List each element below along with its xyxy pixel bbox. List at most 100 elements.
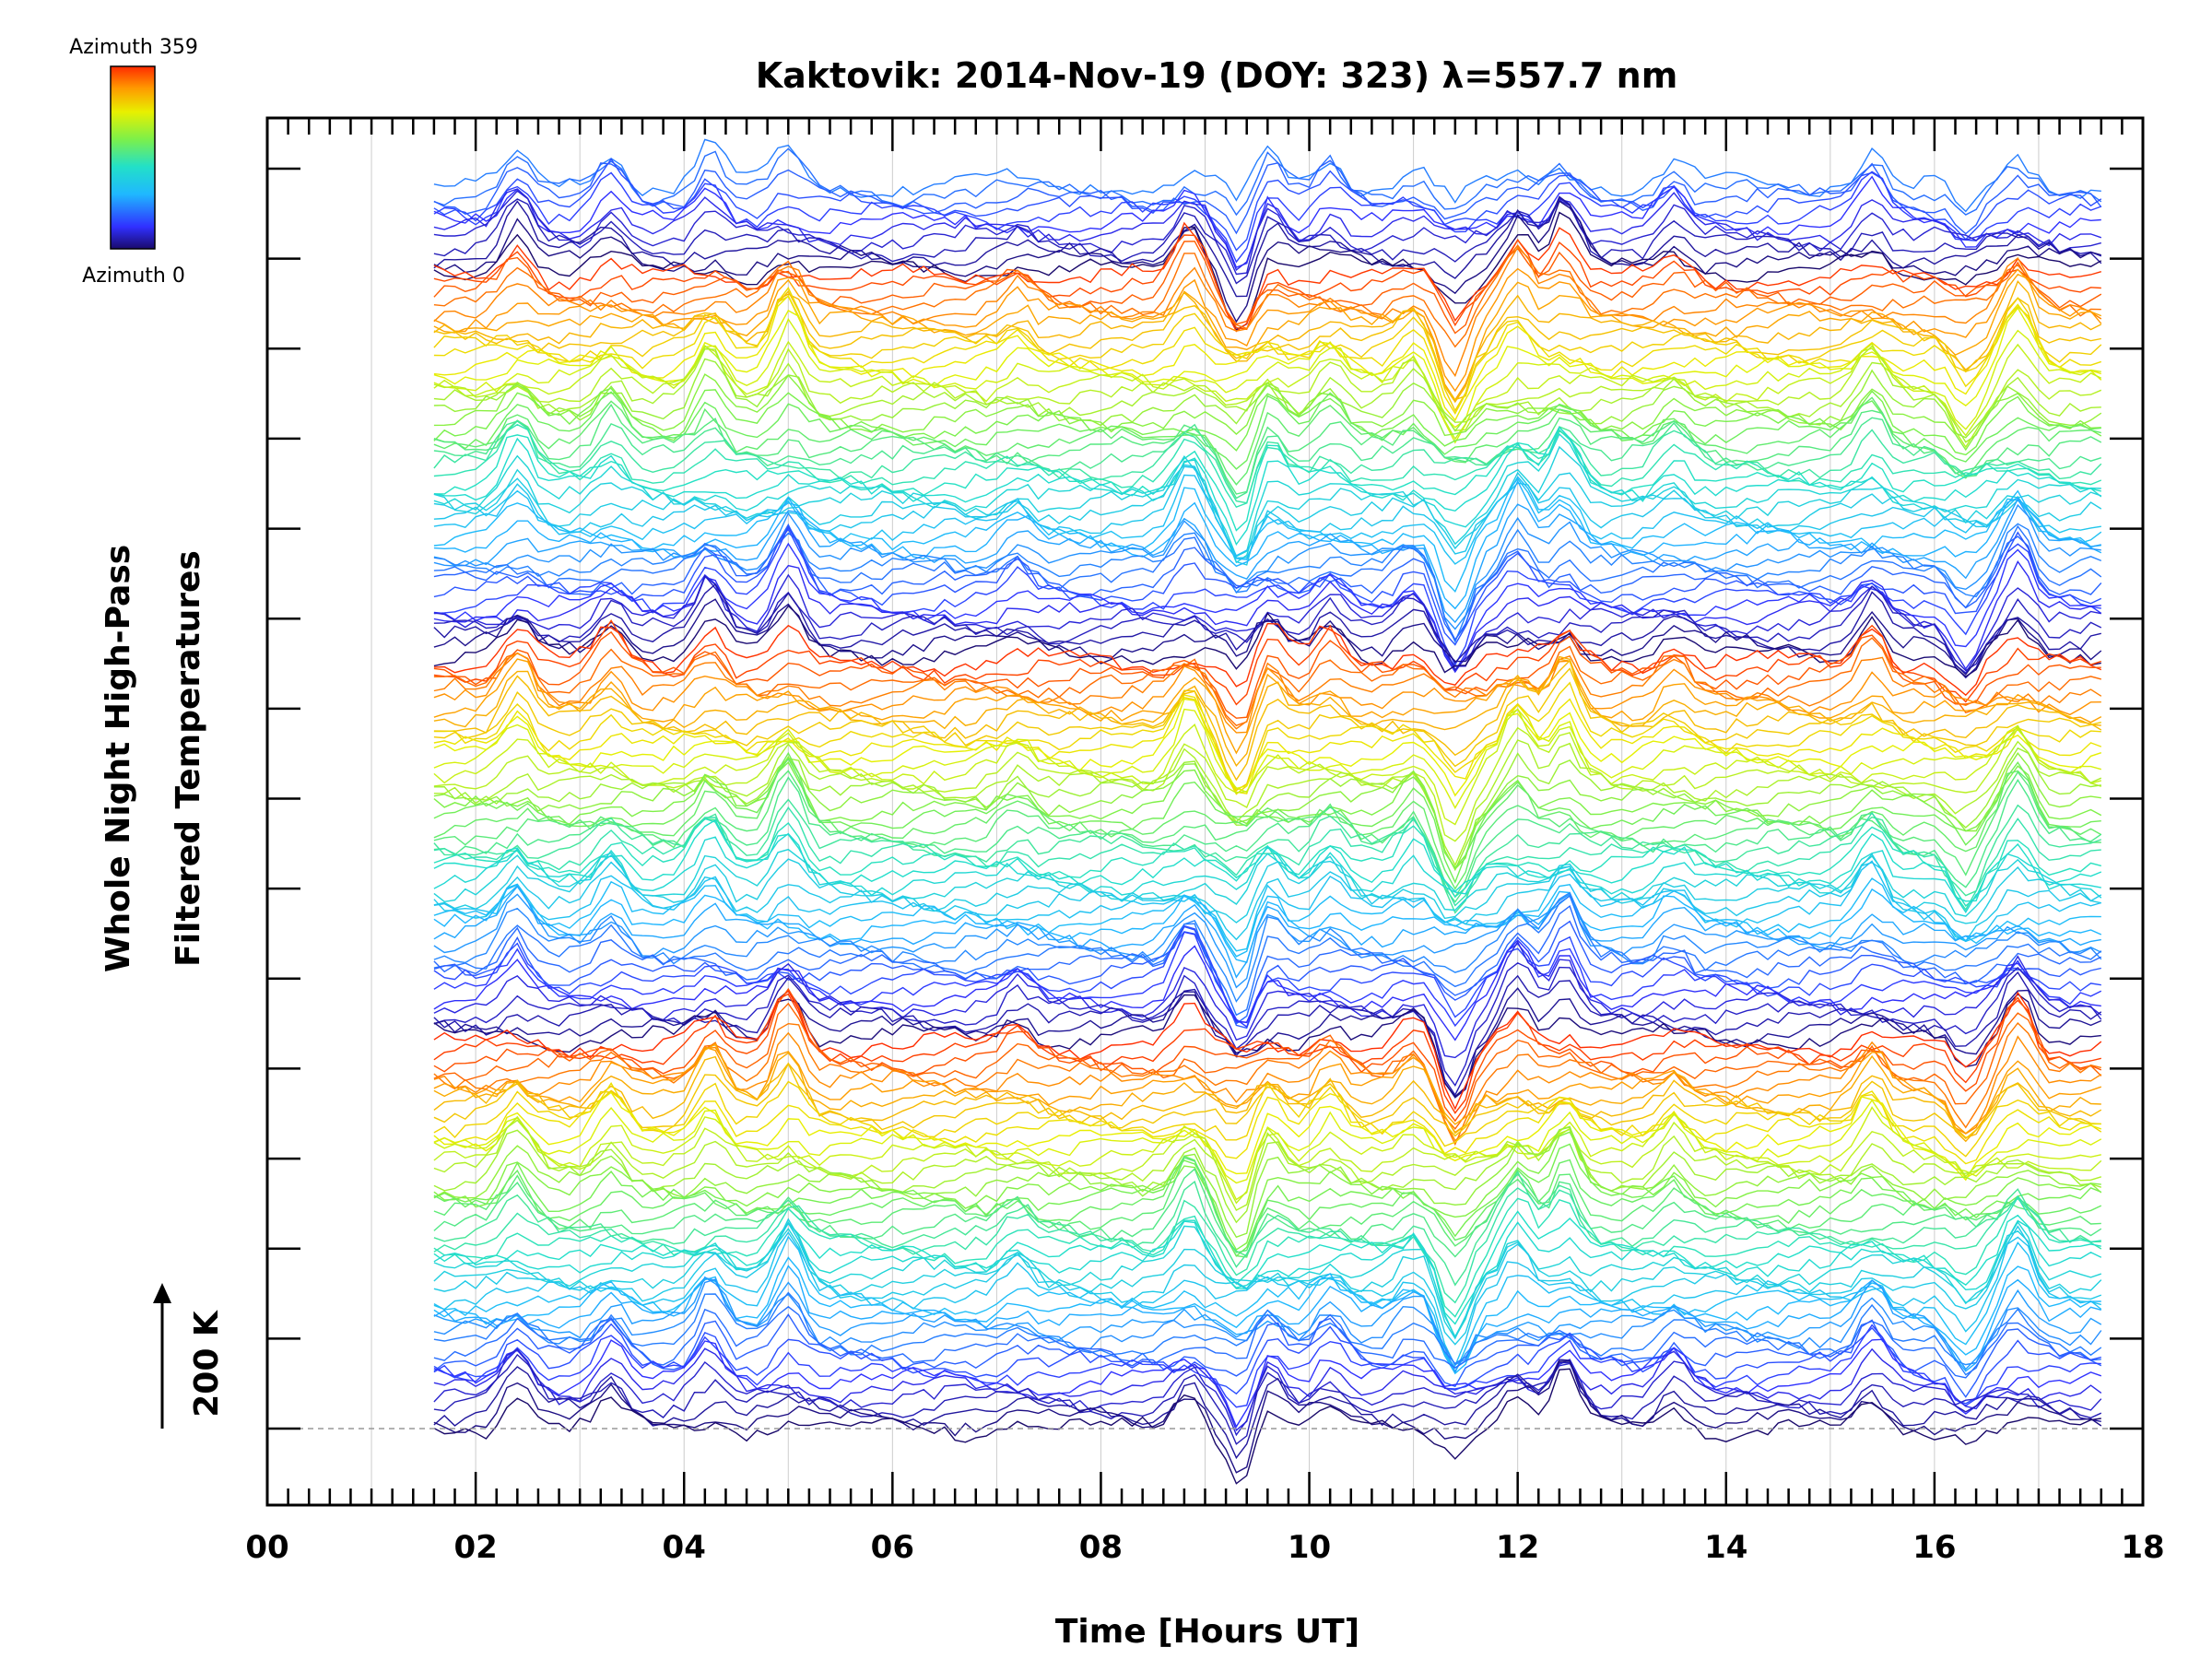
series-trace [433, 1338, 2102, 1429]
series-trace [433, 931, 2102, 1029]
x-tick-label: 06 [871, 1529, 914, 1566]
series-trace [433, 403, 2102, 495]
series-trace [433, 423, 2102, 509]
series-trace [433, 432, 2101, 558]
y-axis-label-line2: Filtered Temperatures [170, 550, 207, 967]
series-trace [433, 751, 2101, 885]
series-trace [433, 267, 2102, 393]
x-tick-label: 00 [245, 1529, 288, 1566]
series-trace [433, 1143, 2102, 1257]
series-trace [433, 818, 2102, 902]
series-trace [433, 747, 2101, 872]
x-tick-labels: 00 02 04 06 08 10 12 14 16 18 [245, 1529, 2164, 1566]
series-trace [433, 630, 2101, 719]
x-axis-label: Time [Hours UT] [1055, 1613, 1359, 1651]
series-trace [433, 904, 2102, 1025]
series-trace [433, 344, 2102, 449]
series-trace [433, 464, 2102, 566]
series-trace [433, 574, 2102, 672]
series-trace [433, 476, 2101, 594]
series-trace [433, 652, 2102, 730]
series-trace [433, 1276, 2102, 1373]
series-trace [433, 498, 2101, 624]
plot-axes [265, 116, 2145, 1507]
series-trace [433, 961, 2102, 1088]
series-trace [433, 200, 2101, 324]
series-trace [433, 188, 2102, 272]
series-trace [433, 1219, 2102, 1339]
series-trace [433, 1347, 2102, 1431]
series-trace [433, 860, 2101, 952]
x-tick-label: 14 [1704, 1529, 1747, 1566]
series-trace [433, 396, 2101, 486]
series-trace [433, 159, 2102, 235]
series-trace [433, 196, 2102, 285]
series-trace [433, 1131, 2101, 1251]
series-trace [433, 1305, 2101, 1379]
chart-title: Kaktovik: 2014-Nov-19 (DOY: 323) λ=557.7… [756, 55, 1678, 96]
series-trace [433, 474, 2102, 565]
series-trace [433, 175, 2101, 269]
y-axis-label-line1: Whole Night High-Pass [100, 545, 137, 972]
series-trace [433, 920, 2101, 1030]
series-trace [433, 1081, 2101, 1165]
series-trace [433, 1119, 2102, 1212]
series-trace [433, 993, 2101, 1114]
series-trace [433, 1031, 2102, 1142]
series-trace [433, 1046, 2102, 1135]
series-trace [433, 653, 2101, 734]
series-trace [433, 445, 2102, 564]
series-trace [433, 1091, 2102, 1182]
series-trace [433, 1126, 2102, 1224]
series-trace [433, 1230, 2101, 1368]
series-trace [433, 524, 2102, 641]
series-trace [433, 317, 2101, 444]
series-trace [433, 848, 2102, 917]
series-trace [433, 295, 2102, 412]
series-trace [433, 294, 2102, 422]
series-trace [433, 853, 2101, 924]
series-trace [433, 877, 2101, 958]
series-trace [433, 1155, 2102, 1258]
series-trace [433, 1021, 2101, 1147]
series-trace [433, 1220, 2102, 1338]
series-trace [433, 971, 2102, 1097]
series-trace [433, 1348, 2102, 1437]
series-trace [433, 1291, 2102, 1376]
series-trace [433, 993, 2101, 1098]
series-trace [433, 885, 2101, 979]
series-trace [433, 893, 2102, 989]
scale-bar-label: 200 K [188, 1310, 226, 1418]
series-trace [433, 724, 2102, 842]
series-trace [433, 940, 2102, 1059]
x-tick-label: 04 [663, 1529, 706, 1566]
series-trace [433, 698, 2102, 797]
series-trace [433, 419, 2102, 504]
series-trace [433, 598, 2102, 676]
series-trace [433, 289, 2101, 401]
series-trace [433, 1106, 2101, 1201]
series-trace [433, 758, 2102, 890]
series-trace [433, 147, 2102, 217]
series-trace [433, 739, 2102, 867]
series-trace [433, 752, 2101, 871]
series-trace [433, 391, 2101, 470]
series-trace [433, 426, 2102, 547]
x-tick-label: 08 [1079, 1529, 1123, 1566]
series-trace [433, 1359, 2101, 1460]
series-trace [433, 560, 2101, 674]
series-trace [433, 273, 2102, 402]
series-trace [433, 479, 2102, 610]
series-trace [433, 658, 2102, 755]
series-trace [433, 987, 2102, 1123]
series-trace [433, 523, 2102, 641]
series-trace [433, 211, 2102, 331]
series-trace [433, 1187, 2102, 1304]
series-trace [433, 138, 2101, 213]
series-trace [433, 417, 2102, 500]
series-trace [433, 1256, 2101, 1375]
series-trace [433, 527, 2102, 646]
series-trace [433, 246, 2102, 378]
series-trace [433, 373, 2101, 452]
series-trace [433, 1157, 2101, 1253]
